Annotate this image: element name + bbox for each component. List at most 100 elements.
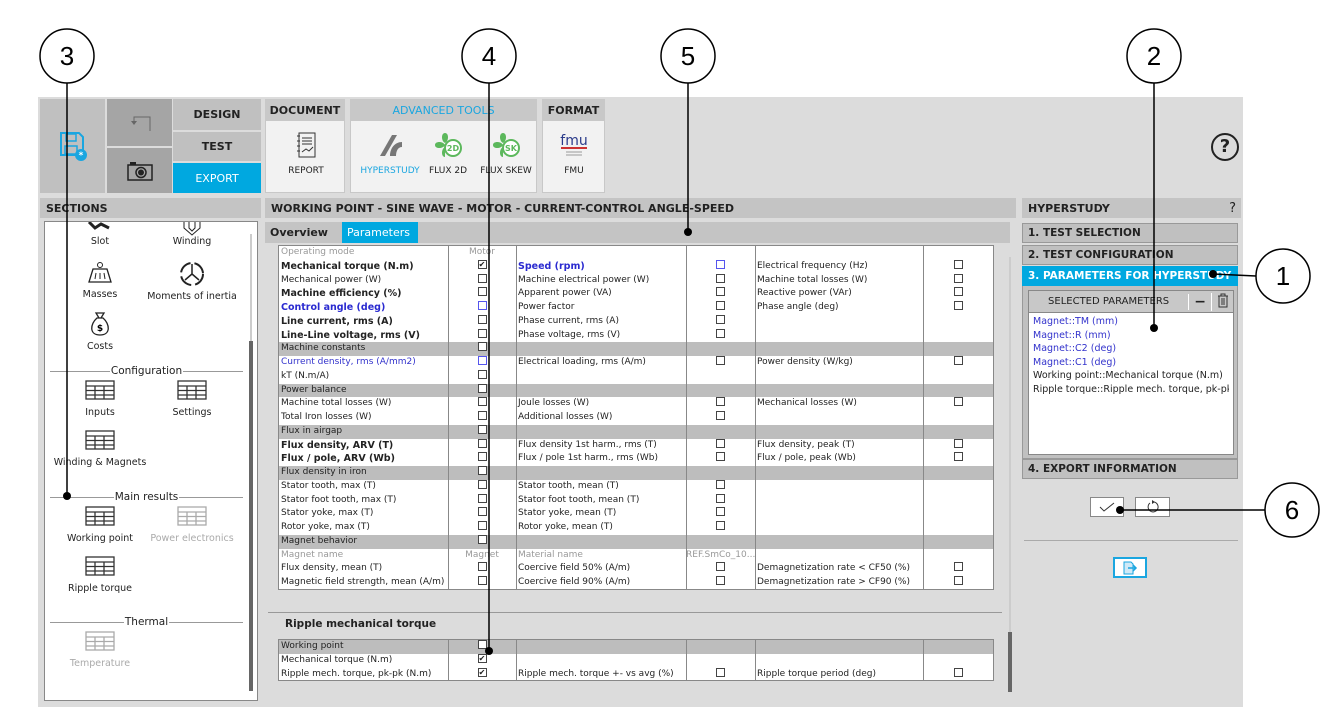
parameter-checkbox[interactable]: [477, 411, 487, 421]
parameter-checkbox[interactable]: [477, 466, 487, 476]
parameter-checkbox[interactable]: [716, 479, 725, 489]
parameter-checkbox[interactable]: [477, 452, 487, 462]
parameter-checkbox[interactable]: [716, 493, 725, 503]
parameter-checkbox[interactable]: [716, 411, 725, 421]
parameter-checkbox[interactable]: [716, 397, 725, 407]
parameter-checkbox[interactable]: [477, 521, 487, 531]
parameter-checkbox[interactable]: [954, 562, 963, 572]
undo-button[interactable]: [107, 99, 172, 146]
parameter-checkbox[interactable]: [477, 507, 487, 517]
parameter-checkbox[interactable]: [716, 328, 725, 338]
parameter-checkbox[interactable]: [954, 438, 963, 448]
hyperstudy-help-icon[interactable]: ?: [1229, 200, 1236, 216]
mode-test-button[interactable]: TEST: [173, 132, 261, 161]
parameter-checkbox[interactable]: [477, 287, 487, 297]
parameter-checkbox[interactable]: [954, 667, 963, 677]
parameter-checkbox[interactable]: [477, 342, 487, 352]
delete-all-button[interactable]: [1211, 292, 1233, 311]
remove-parameter-button[interactable]: −: [1188, 293, 1211, 310]
section-item[interactable]: Inputs: [50, 380, 150, 418]
parameter-checkbox[interactable]: [954, 397, 963, 407]
hyperstudy-button[interactable]: HYPERSTUDY: [355, 130, 425, 176]
parameter-checkbox[interactable]: [954, 301, 963, 311]
section-masses[interactable]: Masses: [50, 260, 150, 300]
parameter-checkbox[interactable]: [716, 287, 725, 297]
parameter-checkbox[interactable]: [954, 576, 963, 586]
flux-skew-button[interactable]: SK FLUX SKEW: [471, 130, 541, 176]
parameter-checkbox[interactable]: [477, 369, 487, 379]
section-costs[interactable]: $ Costs: [50, 310, 150, 352]
parameter-checkbox[interactable]: ✔: [477, 259, 487, 269]
section-item[interactable]: Settings: [142, 380, 242, 418]
tab-parameters[interactable]: Parameters: [342, 222, 418, 243]
selected-parameter-item[interactable]: Magnet::R (mm): [1033, 329, 1111, 341]
parameter-checkbox[interactable]: [954, 273, 963, 283]
section-winding[interactable]: Winding: [142, 222, 242, 247]
parameter-checkbox[interactable]: [716, 438, 725, 448]
screenshot-button[interactable]: [107, 148, 172, 193]
section-item[interactable]: Working point: [50, 506, 150, 544]
mode-design-button[interactable]: DESIGN: [173, 99, 261, 130]
selected-parameter-item[interactable]: Ripple torque::Ripple mech. torque, pk-p…: [1033, 383, 1229, 395]
step-test-configuration[interactable]: 2. TEST CONFIGURATION: [1022, 245, 1238, 265]
validate-button[interactable]: [1090, 497, 1124, 517]
help-button[interactable]: ?: [1211, 133, 1239, 161]
parameter-checkbox[interactable]: [716, 507, 725, 517]
mode-export-button[interactable]: EXPORT: [173, 163, 261, 193]
parameter-checkbox[interactable]: [477, 356, 487, 366]
selected-parameter-item[interactable]: Magnet::C2 (deg): [1033, 343, 1117, 354]
parameter-checkbox[interactable]: [716, 314, 725, 324]
parameter-checkbox[interactable]: [477, 534, 487, 544]
parameter-checkbox[interactable]: [477, 640, 487, 649]
parameter-checkbox[interactable]: [477, 562, 487, 572]
parameter-checkbox[interactable]: [477, 301, 487, 311]
parameter-checkbox[interactable]: [477, 424, 487, 434]
parameter-checkbox[interactable]: [716, 273, 725, 283]
parameter-checkbox[interactable]: [477, 576, 487, 586]
section-group-title: Configuration: [110, 365, 183, 377]
parameter-checkbox[interactable]: ✔: [477, 653, 487, 663]
parameter-checkbox[interactable]: ✔: [477, 667, 487, 677]
step-test-selection[interactable]: 1. TEST SELECTION: [1022, 223, 1238, 243]
parameter-checkbox[interactable]: [716, 667, 725, 677]
section-slot[interactable]: Slot: [50, 222, 150, 247]
step-parameters-for-hyperstudy[interactable]: 3. PARAMETERS FOR HYPERSTUDY: [1022, 266, 1238, 286]
selected-parameter-item[interactable]: Working point::Mechanical torque (N.m): [1033, 370, 1223, 381]
parameter-checkbox[interactable]: [477, 383, 487, 393]
parameter-checkbox[interactable]: [716, 452, 725, 462]
parameter-checkbox[interactable]: [954, 356, 963, 366]
parameter-checkbox[interactable]: [477, 479, 487, 489]
section-item[interactable]: Winding & Magnets: [50, 430, 150, 468]
parameter-checkbox[interactable]: [716, 301, 725, 311]
section-item[interactable]: Power electronics: [142, 506, 242, 544]
parameter-checkbox[interactable]: [716, 576, 725, 586]
parameter-checkbox[interactable]: [477, 314, 487, 324]
fmu-button[interactable]: fmu FMU: [539, 130, 609, 176]
section-moments-of-inertia[interactable]: Moments of inertia: [142, 260, 242, 302]
section-item[interactable]: Temperature: [50, 631, 150, 669]
parameter-checkbox[interactable]: [477, 273, 487, 283]
parameter-checkbox[interactable]: [477, 493, 487, 503]
parameter-checkbox[interactable]: [477, 328, 487, 338]
save-button[interactable]: *: [40, 99, 105, 193]
parameter-checkbox[interactable]: [477, 438, 487, 448]
selected-parameter-item[interactable]: Magnet::TM (mm): [1033, 316, 1118, 327]
section-item[interactable]: Ripple torque: [50, 556, 150, 594]
parameter-checkbox[interactable]: [954, 452, 963, 462]
tab-overview[interactable]: Overview: [270, 226, 328, 239]
parameter-checkbox[interactable]: [716, 356, 725, 366]
selected-parameter-item[interactable]: Magnet::C1 (deg): [1033, 356, 1117, 368]
parameter-checkbox[interactable]: [716, 562, 725, 572]
export-button[interactable]: [1113, 557, 1147, 578]
parameter-checkbox[interactable]: [716, 259, 725, 269]
parameter-checkbox[interactable]: [716, 521, 725, 531]
main-scrollbar[interactable]: [1006, 247, 1014, 702]
step-export-information[interactable]: 4. EXPORT INFORMATION: [1022, 459, 1238, 479]
reset-button[interactable]: [1135, 497, 1170, 517]
report-button[interactable]: REPORT: [271, 130, 341, 176]
parameter-checkbox[interactable]: [954, 287, 963, 297]
sections-scrollbar[interactable]: [248, 226, 255, 696]
parameter-checkbox[interactable]: [477, 397, 487, 407]
parameter-checkbox[interactable]: [954, 259, 963, 269]
flux-2d-button[interactable]: 2D FLUX 2D: [413, 130, 483, 176]
